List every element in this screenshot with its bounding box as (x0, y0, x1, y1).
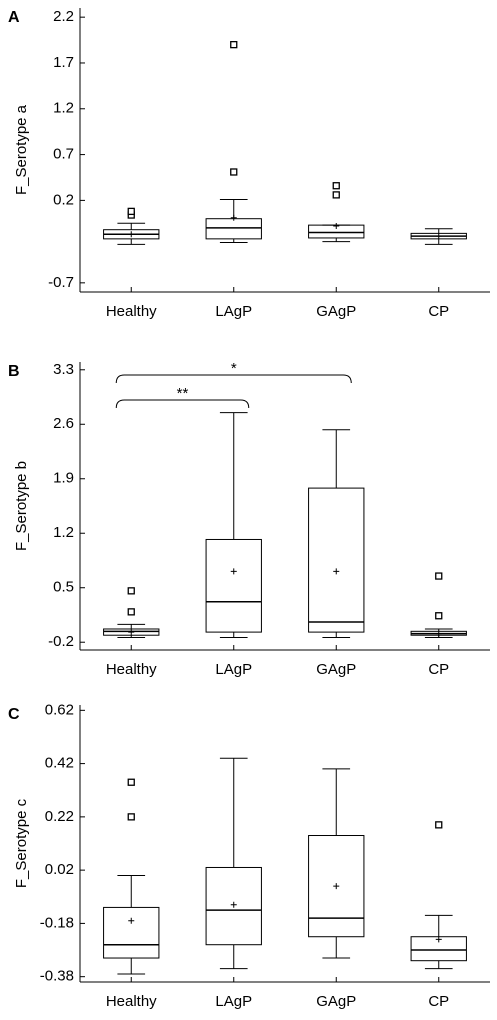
outlier (435, 821, 443, 829)
mean-marker (435, 233, 442, 240)
mean-marker (435, 936, 442, 943)
box (205, 218, 262, 240)
y-tick-label: 2.6 (53, 415, 74, 432)
x-tick-label: GAgP (316, 993, 356, 1010)
x-tick-label: CP (428, 993, 449, 1010)
box (308, 835, 365, 938)
y-tick-label: 1.9 (53, 470, 74, 487)
outlier (127, 207, 135, 216)
y-tick-label: 0.62 (45, 701, 74, 718)
outlier (230, 40, 238, 49)
y-tick-label: 0.02 (45, 861, 74, 878)
y-tick-label: 0.42 (45, 755, 74, 772)
mean-marker (128, 917, 135, 924)
significance-label: * (231, 360, 237, 377)
panel-label: B (8, 363, 20, 380)
y-tick-label: 0.7 (53, 146, 74, 163)
box (205, 538, 262, 633)
y-axis-title: F_Serotype a (13, 104, 30, 195)
significance-label: ** (177, 385, 189, 402)
y-axis-title: F_Serotype c (13, 798, 30, 888)
x-tick-label: LAgP (215, 661, 252, 678)
box (103, 628, 160, 636)
mean-marker (230, 901, 237, 908)
x-tick-label: Healthy (106, 303, 157, 320)
outlier (332, 191, 340, 199)
y-tick-label: 1.2 (53, 524, 74, 541)
y-tick-label: 1.2 (53, 100, 74, 117)
y-tick-label: -0.18 (40, 914, 74, 931)
y-tick-label: 1.7 (53, 54, 74, 71)
y-tick-label: -0.7 (48, 274, 74, 291)
box (205, 866, 262, 946)
significance-bracket (115, 399, 250, 409)
outlier (230, 168, 238, 176)
x-tick-label: GAgP (316, 303, 356, 320)
x-tick-label: GAgP (316, 661, 356, 678)
y-tick-label: -0.2 (48, 633, 74, 650)
outlier (127, 608, 135, 616)
mean-marker (128, 629, 135, 636)
y-tick-label: 3.3 (53, 361, 74, 378)
mean-marker (128, 231, 135, 238)
outlier (435, 572, 443, 580)
x-tick-label: CP (428, 303, 449, 320)
outlier (127, 587, 135, 595)
y-tick-label: 0.22 (45, 808, 74, 825)
mean-marker (333, 223, 340, 230)
x-tick-label: Healthy (106, 661, 157, 678)
panel-label: C (8, 706, 20, 723)
y-axis-title: F_Serotype b (13, 461, 30, 551)
y-tick-label: 0.2 (53, 191, 74, 208)
outlier (127, 813, 135, 821)
y-tick-label: 0.5 (53, 579, 74, 596)
y-tick-label: -0.38 (40, 968, 74, 985)
outlier (435, 612, 443, 620)
box (308, 487, 365, 633)
outlier (127, 778, 135, 786)
mean-marker (230, 214, 237, 221)
mean-marker (333, 568, 340, 575)
outlier (332, 182, 340, 190)
panel-label: A (8, 9, 20, 26)
mean-marker (333, 883, 340, 890)
y-tick-label: 2.2 (53, 8, 74, 25)
x-tick-label: LAgP (215, 993, 252, 1010)
x-tick-label: Healthy (106, 993, 157, 1010)
x-tick-label: CP (428, 661, 449, 678)
mean-marker (230, 568, 237, 575)
mean-marker (435, 630, 442, 637)
x-tick-label: LAgP (215, 303, 252, 320)
box (103, 906, 160, 959)
significance-bracket (115, 374, 352, 384)
